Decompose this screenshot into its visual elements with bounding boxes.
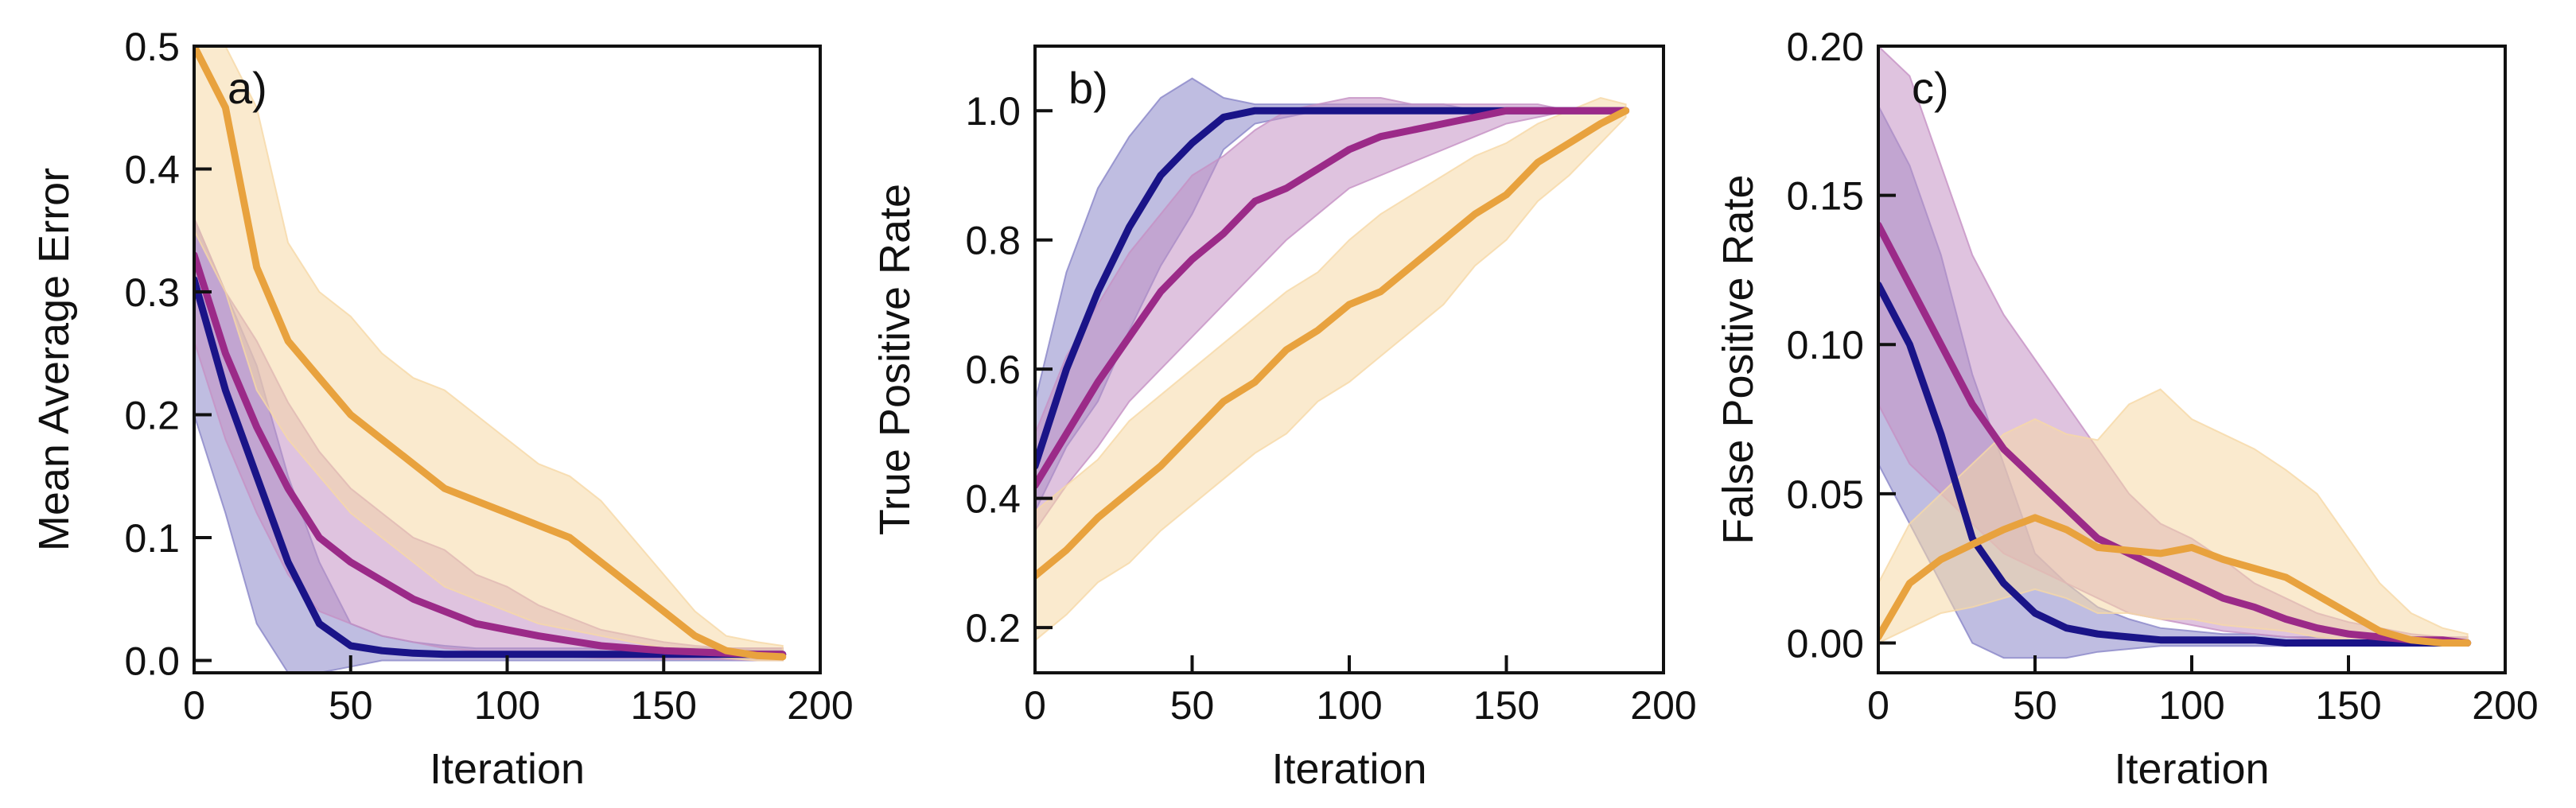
- panel-3: 0 50 100 150 200 0.00 0.05 0.10 0.15 0.20 Iteratio…: [1714, 25, 2539, 793]
- x-axis-label: Iteration: [430, 745, 585, 793]
- y-tick-label: 0.1: [124, 516, 180, 561]
- series-line-orange: [1878, 514, 2472, 647]
- panel-label: b): [1068, 63, 1108, 113]
- series-line-orange: [1035, 107, 1630, 580]
- panel-2: 0 50 100 150 200 0.2 0.4 0.6 0.8 1.0 Iteration True…: [871, 45, 1697, 793]
- y-tick-label: 0.4: [124, 148, 180, 192]
- y-tick-label: 0.05: [1787, 472, 1864, 517]
- series-line-magenta: [1035, 107, 1630, 489]
- x-tick-label: 150: [631, 683, 697, 728]
- x-tick-label: 50: [329, 683, 373, 728]
- plot-area: [1035, 77, 1630, 642]
- y-tick-label: 0.00: [1787, 621, 1864, 666]
- series-line-navy: [1878, 281, 2472, 647]
- y-tick-label: 0.15: [1787, 174, 1864, 219]
- x-tick-label: 200: [2472, 683, 2538, 728]
- y-tick-label: 0.5: [124, 25, 180, 69]
- y-tick-label: 0.2: [124, 394, 180, 438]
- y-axis-label: False Positive Rate: [1714, 174, 1762, 544]
- plot-area: [194, 46, 787, 673]
- series-line-orange: [194, 46, 787, 661]
- band-orange: [194, 46, 784, 662]
- x-tick-label: 200: [787, 683, 853, 728]
- panel-1: 0 50 100 150 200 0.0 0.1 0.2 0.3 0.4 0.5 Iteration M…: [30, 25, 854, 793]
- x-tick-label: 0: [1024, 683, 1046, 728]
- x-tick-label: 100: [474, 683, 540, 728]
- y-tick-label: 0.2: [965, 606, 1021, 651]
- x-tick-label: 0: [183, 683, 205, 728]
- panel-label: a): [228, 63, 267, 113]
- x-tick-label: 0: [1867, 683, 1889, 728]
- y-tick-label: 0.4: [965, 477, 1021, 522]
- y-axis-label: True Positive Rate: [871, 184, 919, 535]
- y-tick-label: 0.20: [1787, 25, 1864, 69]
- series-line-magenta: [1878, 221, 2472, 647]
- y-axis-label: Mean Average Error: [30, 168, 78, 551]
- y-tick-label: 0.0: [124, 639, 180, 684]
- x-tick-label: 150: [2315, 683, 2381, 728]
- x-tick-label: 50: [1170, 683, 1215, 728]
- x-axis-label: Iteration: [1271, 745, 1426, 793]
- plot-area: [1878, 46, 2472, 659]
- y-tick-label: 0.6: [965, 348, 1021, 392]
- x-tick-label: 200: [1630, 683, 1696, 728]
- x-tick-label: 50: [2013, 683, 2057, 728]
- panel-label: c): [1912, 63, 1949, 113]
- x-tick-label: 150: [1473, 683, 1539, 728]
- x-tick-label: 100: [2158, 683, 2224, 728]
- y-tick-label: 1.0: [965, 89, 1021, 134]
- x-tick-label: 100: [1316, 683, 1382, 728]
- series-line-magenta: [194, 251, 787, 658]
- y-tick-label: 0.8: [965, 219, 1021, 263]
- y-tick-label: 0.10: [1787, 323, 1864, 367]
- y-tick-label: 0.3: [124, 270, 180, 315]
- band-orange: [1035, 96, 1627, 642]
- x-axis-label: Iteration: [2114, 745, 2269, 793]
